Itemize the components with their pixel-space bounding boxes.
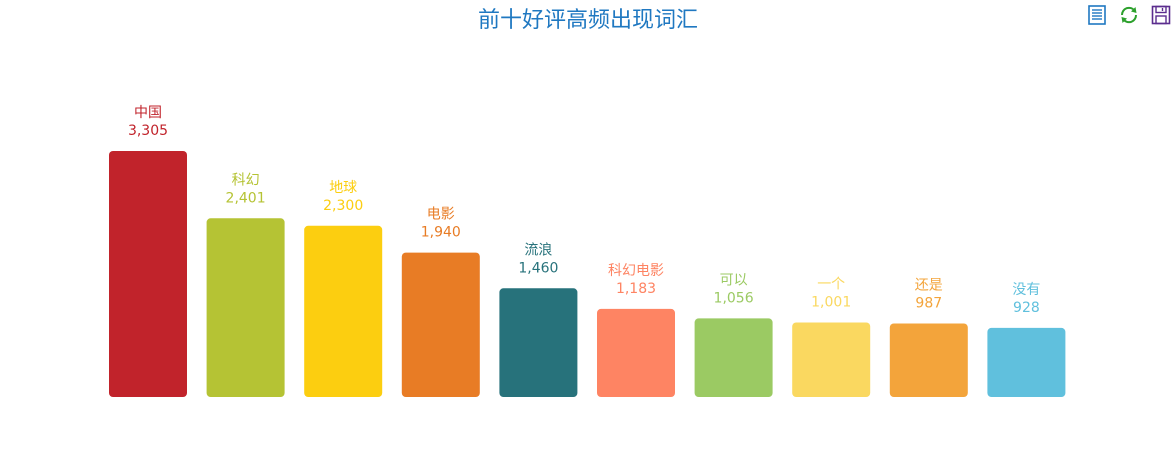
bar-6[interactable] [694, 318, 773, 397]
bar-3[interactable] [401, 252, 480, 397]
bar-8[interactable] [889, 323, 968, 398]
bar-5[interactable] [597, 308, 675, 397]
bar-0[interactable] [109, 151, 187, 397]
bar-value-label: 1,183 [616, 281, 656, 297]
bar-value-label: 1,940 [421, 225, 461, 241]
bar-value-label: 2,401 [226, 190, 266, 206]
save-image-icon[interactable] [1150, 4, 1172, 26]
bar-4[interactable] [499, 288, 578, 397]
bar-value-label: 1,001 [811, 295, 851, 311]
bar-9[interactable] [987, 327, 1066, 397]
bar-value-label: 1,056 [714, 290, 754, 306]
bar-category-label: 一个 [817, 277, 845, 293]
refresh-icon[interactable] [1118, 4, 1140, 26]
bar-category-label: 科幻 [232, 172, 260, 188]
bar-2[interactable] [304, 225, 383, 397]
bar-7[interactable] [792, 322, 871, 398]
bar-category-label: 可以 [720, 272, 748, 288]
bar-category-label: 地球 [329, 180, 357, 196]
bar-category-label: 流浪 [524, 242, 552, 258]
bar-value-label: 987 [915, 296, 942, 312]
bar-category-label: 电影 [427, 207, 455, 223]
bar-value-label: 3,305 [128, 123, 168, 139]
bar-category-label: 科幻电影 [608, 263, 664, 279]
bar-category-label: 中国 [134, 105, 162, 121]
bar-value-label: 1,460 [518, 260, 558, 276]
data-view-icon[interactable] [1086, 4, 1108, 26]
bar-category-label: 还是 [915, 278, 943, 294]
bar-value-label: 928 [1013, 300, 1040, 316]
bar-category-label: 没有 [1012, 282, 1040, 298]
bar-value-label: 2,300 [323, 198, 363, 214]
chart-toolbox [1086, 4, 1172, 26]
bar-1[interactable] [206, 218, 285, 397]
chart-title: 前十好评高频出现词汇 [477, 8, 698, 33]
